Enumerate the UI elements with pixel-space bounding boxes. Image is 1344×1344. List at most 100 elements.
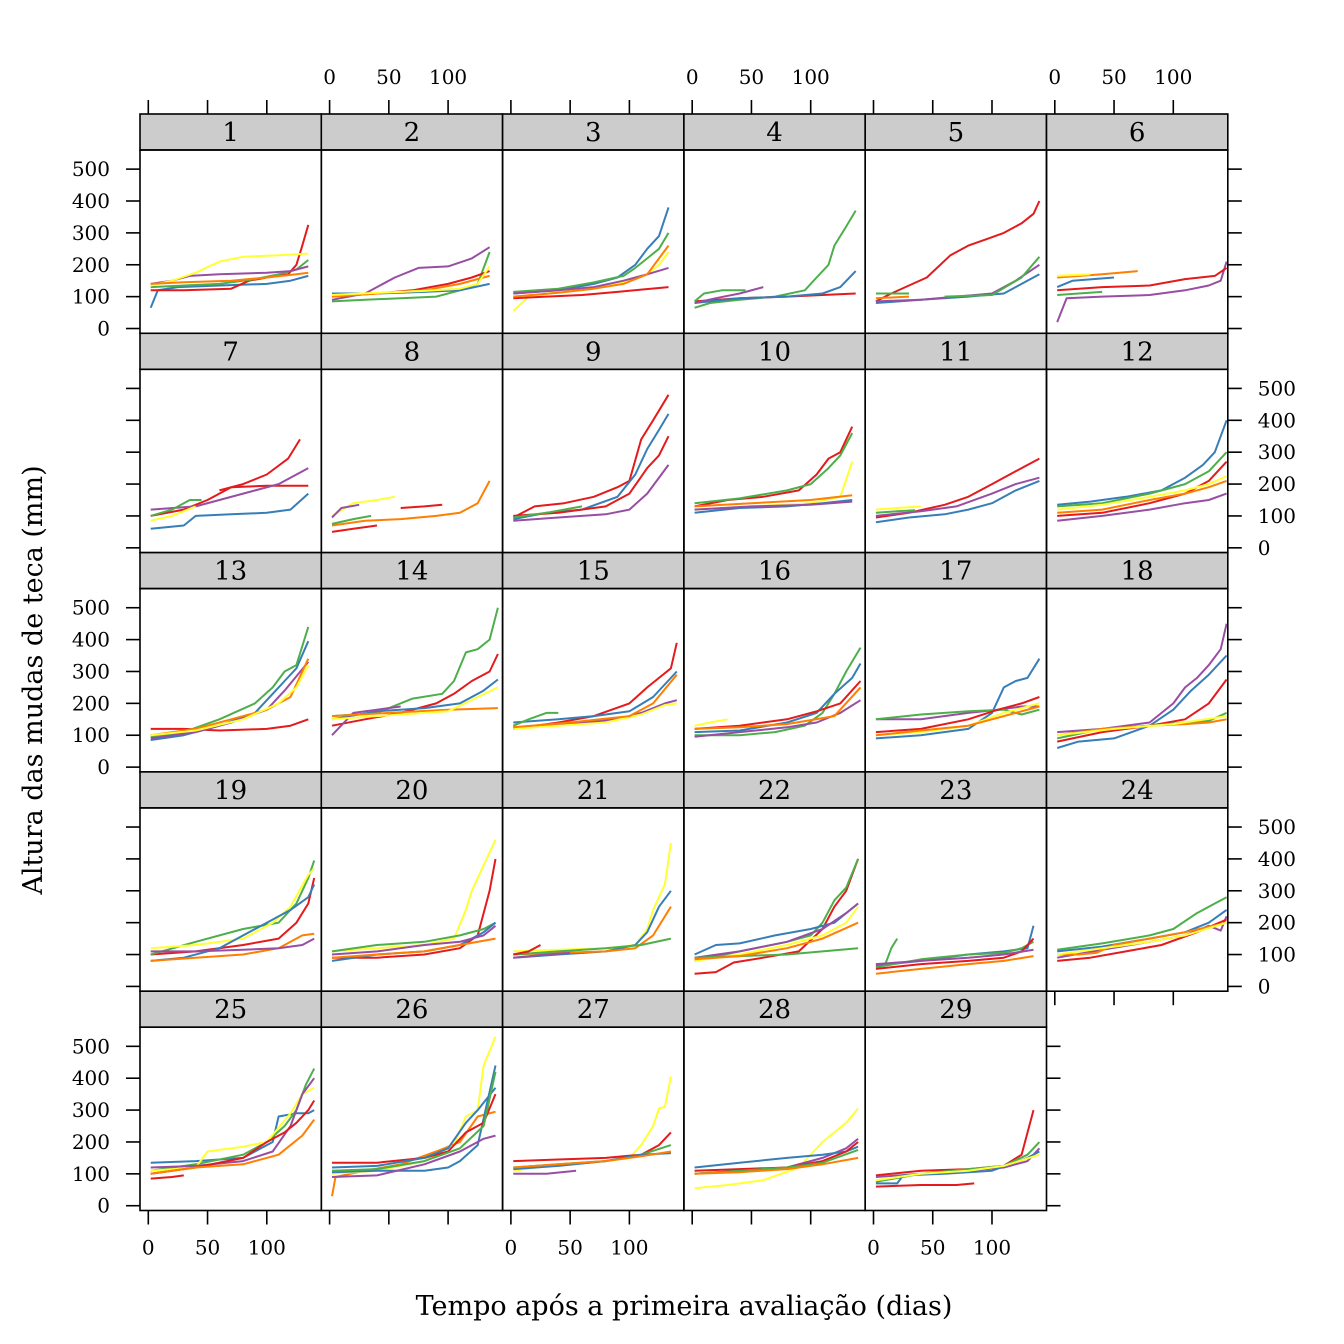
panel-strip-label: 3 [585, 118, 602, 148]
series-line [1056, 261, 1228, 323]
panel-strip [501, 551, 685, 590]
series-line [875, 505, 921, 511]
y-tick-label: 100 [72, 285, 110, 309]
panel-lines [513, 842, 672, 959]
panel-22: 22 [683, 771, 867, 993]
x-tick-label: 0 [323, 65, 336, 89]
panel-strip [683, 332, 867, 371]
x-axis-ticks-only [1053, 991, 1175, 1006]
x-tick-label: 100 [1154, 65, 1192, 89]
panel-strip [683, 990, 867, 1029]
x-tick-label: 0 [142, 1236, 155, 1260]
series-line [694, 680, 862, 730]
series-line [331, 707, 498, 718]
y-axis-right: 0 100 200 300 400 500 [126, 376, 1296, 560]
panel-strip-label: 27 [577, 995, 610, 1025]
series-line [331, 524, 378, 533]
panel-7: 7 [139, 332, 323, 554]
panel-strip-label: 5 [948, 118, 965, 148]
panel-lines [1056, 261, 1228, 323]
series-line [1057, 290, 1103, 296]
panel-strip-label: 2 [404, 118, 421, 148]
y-tick-label: 200 [72, 691, 110, 715]
y-tick-label: 500 [72, 596, 110, 620]
panel-lines [512, 394, 670, 522]
panel-strip-label: 8 [404, 337, 421, 367]
panel-strip [683, 551, 867, 590]
series-line [332, 858, 497, 959]
y-tick-label: 400 [72, 1066, 110, 1090]
panel-lines [150, 626, 310, 741]
panel-18: 18 [1045, 551, 1229, 773]
panel-lines [331, 839, 497, 962]
panel-lines [875, 1109, 1041, 1188]
panel-strip [1045, 332, 1229, 371]
series-line [1057, 896, 1228, 951]
series-line [513, 464, 670, 522]
x-axis-ticks-only [510, 100, 631, 114]
series-line [1057, 492, 1227, 522]
series-line [513, 266, 669, 295]
x-axis-bottom: 0 50 100 [142, 1210, 286, 1260]
panel-strip [683, 113, 867, 151]
y-tick-label: 500 [72, 1034, 110, 1058]
panel-strip-label: 26 [395, 995, 428, 1025]
series-line [150, 492, 309, 530]
y-tick-label: 0 [97, 317, 110, 341]
series-line [513, 245, 670, 298]
panel-lines [1057, 896, 1228, 962]
panel-lines [512, 207, 670, 312]
panel-6: 6 [1045, 113, 1229, 335]
panel-lines [875, 200, 1041, 304]
series-line [150, 467, 309, 511]
panel-lines [694, 858, 860, 975]
series-line [150, 1068, 316, 1172]
series-line [875, 955, 1034, 975]
panel-strip-label: 25 [214, 995, 247, 1025]
series-line [513, 906, 672, 956]
panel-lines [331, 480, 491, 533]
series-line [331, 1134, 496, 1178]
panel-strip-label: 22 [758, 776, 791, 806]
y-tick-label: 500 [1258, 376, 1296, 400]
panel-3: 3 [501, 113, 685, 335]
series-line [331, 1087, 497, 1169]
panel-strip-label: 24 [1121, 776, 1154, 806]
series-line [331, 839, 497, 953]
panel-lines [331, 246, 491, 303]
series-line [150, 505, 197, 522]
series-line [331, 686, 499, 721]
series-line [1057, 479, 1227, 514]
panel-lines [693, 210, 857, 309]
panel-strip-label: 23 [939, 776, 972, 806]
panel-strip [139, 990, 323, 1029]
panel-26: 26 [320, 990, 504, 1212]
y-tick-label: 100 [1258, 504, 1296, 528]
series-line [875, 708, 1040, 721]
panel-lines [694, 647, 862, 738]
series-line [150, 867, 315, 950]
panel-strip-label: 21 [577, 776, 610, 806]
series-line [875, 658, 1041, 740]
y-tick-label: 0 [1258, 974, 1271, 998]
y-tick-label: 100 [72, 723, 110, 747]
series-line [875, 705, 1040, 737]
x-axis-ticks-only [328, 1210, 449, 1225]
panel-strip-label: 28 [758, 995, 791, 1025]
panel-lines [149, 224, 310, 309]
y-tick-label: 0 [1258, 536, 1271, 560]
series-line [1057, 461, 1228, 517]
panel-2: 2 [320, 113, 504, 335]
series-line [875, 509, 916, 514]
series-line [513, 435, 670, 517]
panel-strip [864, 332, 1048, 371]
y-tick-label: 500 [72, 157, 110, 181]
series-line [331, 503, 360, 519]
series-line [331, 705, 401, 736]
x-tick-label: 100 [429, 65, 467, 89]
panel-lines [875, 925, 1035, 975]
y-tick-label: 200 [1258, 911, 1296, 935]
x-axis-top: 0 50 100 [1048, 65, 1192, 114]
